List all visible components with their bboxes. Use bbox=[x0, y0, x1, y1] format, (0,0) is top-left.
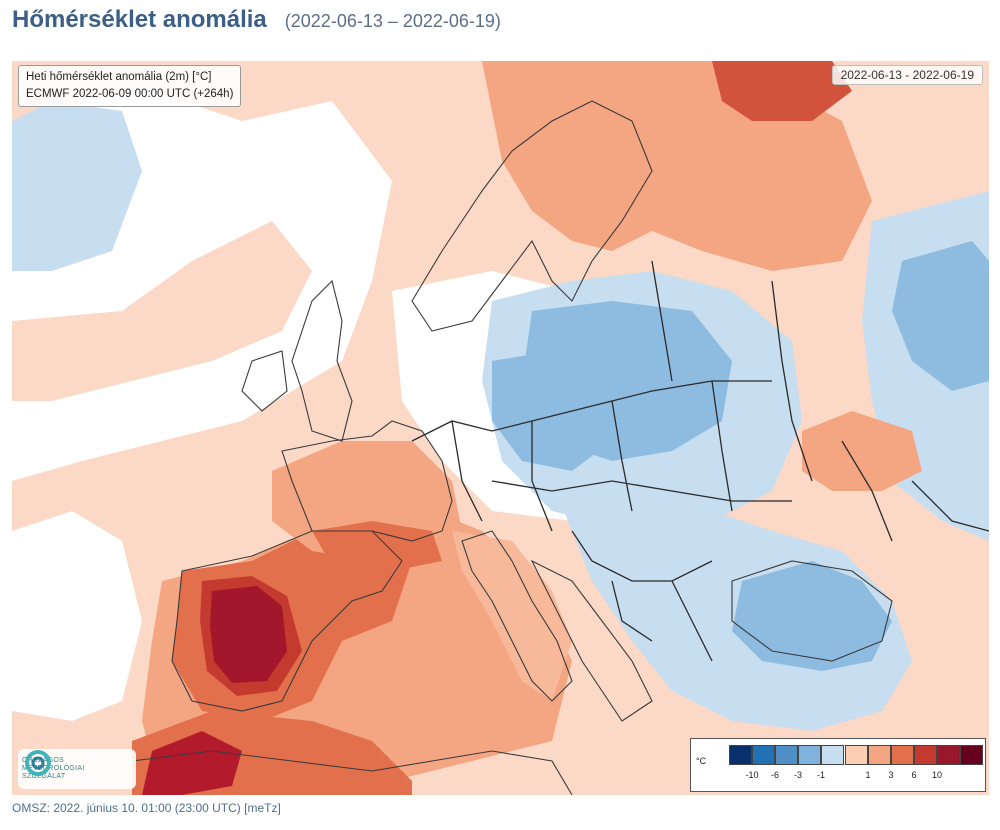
north-africa-extreme-area bbox=[142, 731, 242, 795]
legend-tick-warm-2: 6 bbox=[911, 770, 917, 780]
east-cold-core bbox=[892, 241, 989, 391]
italy-warm-area bbox=[452, 531, 572, 701]
anomaly-map: Heti hőmérséklet anomália (2m) [°C] ECMW… bbox=[12, 61, 989, 795]
legend-swatch-warm-5 bbox=[960, 745, 983, 765]
legend-swatch-warm-3 bbox=[914, 745, 937, 765]
arctic-hot-area bbox=[712, 61, 852, 121]
atlantic-warm-band bbox=[12, 221, 312, 401]
france-hot-area bbox=[312, 521, 442, 571]
coastline-scandinavia bbox=[411, 100, 653, 332]
legend-unit: °C bbox=[696, 756, 707, 766]
southwest-neutral-area bbox=[12, 511, 142, 721]
omsz-logo-mark bbox=[25, 750, 51, 776]
legend-tick-cold-3: -1 bbox=[816, 770, 826, 780]
omsz-logo: ORSZÁGOS METEOROLÓGIAI SZOLGÁLAT bbox=[18, 749, 136, 789]
legend-swatch-cold-3 bbox=[798, 745, 821, 765]
coastline-italy bbox=[461, 530, 573, 702]
legend-swatch-warm-1 bbox=[868, 745, 891, 765]
border-lines-balkans bbox=[571, 530, 713, 662]
legend-tick-warm-1: 3 bbox=[888, 770, 894, 780]
coastline-france bbox=[281, 420, 453, 542]
legend-tick-cold-2: -3 bbox=[793, 770, 803, 780]
border-lines-east bbox=[651, 260, 989, 542]
atlantic-cold-area bbox=[12, 101, 142, 271]
coastline-north-africa bbox=[131, 750, 573, 795]
legend-swatch-warm-4 bbox=[937, 745, 960, 765]
legend-tick-cold-1: -6 bbox=[770, 770, 780, 780]
info-variable: Heti hőmérséklet anomália (2m) [°C] bbox=[26, 71, 212, 83]
period-subtitle: (2022-06-13 – 2022-06-19) bbox=[284, 11, 501, 31]
map-canvas bbox=[12, 61, 989, 795]
legend-swatch-cold-1 bbox=[752, 745, 775, 765]
coastline-british-isles bbox=[241, 279, 353, 442]
black-sea-cold-core bbox=[732, 561, 892, 671]
ukraine-warm-area bbox=[802, 411, 922, 491]
logo-line-2: METEOROLÓGIAI bbox=[22, 765, 85, 772]
legend-tick-warm-3: 10 bbox=[931, 770, 943, 780]
legend-tick-warm-0: 1 bbox=[865, 770, 871, 780]
coastline-black-sea bbox=[731, 560, 893, 662]
footer-timestamp: OMSZ: 2022. június 10. 01:00 (23:00 UTC)… bbox=[12, 801, 281, 815]
page-title: Hőmérséklet anomália bbox=[12, 6, 267, 33]
legend-swatch-warm-0 bbox=[845, 745, 868, 765]
info-model-run: ECMWF 2022-06-09 00:00 UTC (+264h) bbox=[26, 88, 234, 100]
coastline-balkans bbox=[530, 559, 653, 722]
color-legend: °C -10 -6 -3 -1 1 3 6 10 bbox=[690, 738, 986, 792]
logo-line-3: SZOLGÁLAT bbox=[22, 773, 66, 780]
legend-tick-cold-0: -10 bbox=[745, 770, 759, 780]
germany-cold-core bbox=[492, 351, 612, 471]
legend-swatch-warm-2 bbox=[891, 745, 914, 765]
map-date-range: 2022-06-13 - 2022-06-19 bbox=[831, 65, 983, 85]
page-header: Hőmérséklet anomália (2022-06-13 – 2022-… bbox=[12, 6, 501, 42]
legend-swatch-cold-2 bbox=[775, 745, 798, 765]
iberia-extreme-area bbox=[210, 586, 287, 683]
map-info-box: Heti hőmérséklet anomália (2m) [°C] ECMW… bbox=[18, 65, 242, 107]
border-lines-central bbox=[411, 380, 792, 532]
legend-swatch-cold-4 bbox=[821, 745, 844, 765]
legend-swatch-cold-0 bbox=[729, 745, 752, 765]
